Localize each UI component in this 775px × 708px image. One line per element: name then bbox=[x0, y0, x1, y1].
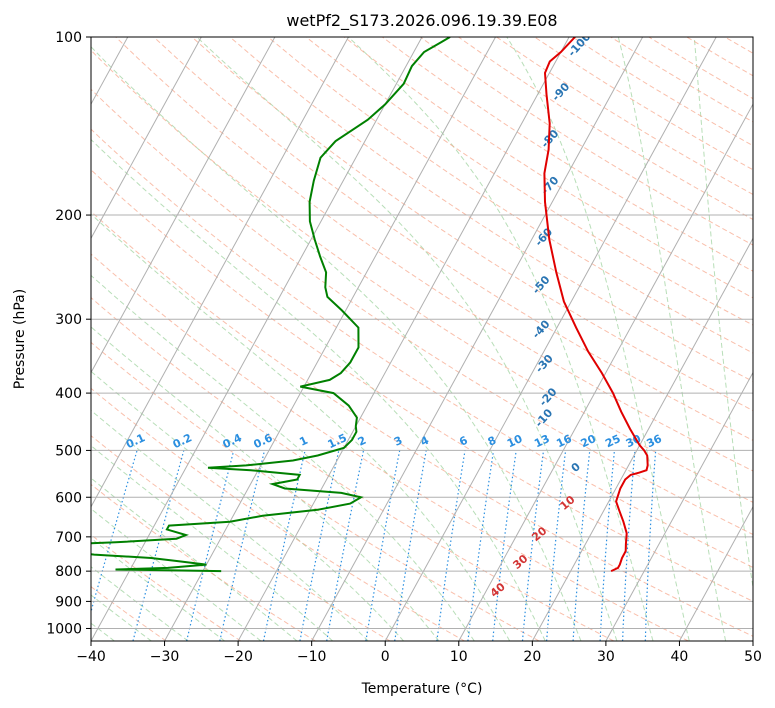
dry-adiabat-line bbox=[91, 387, 465, 641]
y-axis-label: Pressure (hPa) bbox=[12, 289, 28, 389]
isotherm-line bbox=[164, 37, 496, 641]
isotherm-line bbox=[458, 103, 753, 641]
y-tick-label: 600 bbox=[55, 490, 82, 506]
isotherm-line bbox=[237, 37, 570, 641]
dry-adiabat-line bbox=[267, 37, 753, 354]
dry-adiabat-line bbox=[91, 296, 614, 641]
mixing-ratio-label: 20 bbox=[579, 432, 599, 450]
mixing-ratio-line bbox=[186, 450, 235, 641]
isotherm-line bbox=[384, 37, 717, 641]
moist-adiabat-line bbox=[91, 138, 546, 641]
moist-adiabat-line bbox=[617, 37, 727, 641]
dewpoint-profile bbox=[91, 37, 451, 573]
moist-adiabat-line bbox=[91, 444, 334, 641]
mixing-ratio-line bbox=[436, 450, 466, 641]
x-tick-label: −10 bbox=[297, 649, 327, 665]
y-tick-label: 800 bbox=[55, 564, 82, 580]
y-tick-label: 900 bbox=[55, 594, 82, 610]
isotherm-line bbox=[91, 37, 349, 508]
mixing-ratio-line bbox=[394, 450, 427, 641]
mixing-ratio-label: 16 bbox=[554, 432, 574, 450]
x-tick-label: −40 bbox=[76, 649, 106, 665]
mixing-ratio-line bbox=[91, 450, 138, 614]
isotherms bbox=[91, 37, 753, 641]
moist-adiabat-line bbox=[91, 370, 404, 641]
y-tick-label: 100 bbox=[55, 30, 82, 46]
mixing-ratio-label: 10 bbox=[505, 432, 525, 450]
moist-adiabat-line bbox=[91, 46, 582, 641]
dry-adiabat-line bbox=[91, 169, 753, 602]
moist-adiabat-line bbox=[506, 37, 690, 641]
x-tick-label: −20 bbox=[223, 649, 253, 665]
x-axis-label: Temperature (°C) bbox=[361, 681, 483, 697]
mixing-ratio-line bbox=[467, 450, 495, 641]
moist-adiabat-line bbox=[91, 508, 262, 641]
mixing-ratio-label: 25 bbox=[603, 432, 622, 450]
plot-frame bbox=[90, 36, 754, 642]
isobars bbox=[91, 37, 753, 629]
x-tick-label: 50 bbox=[744, 649, 762, 665]
isotherm-line bbox=[311, 37, 644, 641]
x-axis: −40 −30 −20 −10 0 10 20 30 40 50 bbox=[76, 641, 762, 665]
x-tick-label: 30 bbox=[597, 649, 615, 665]
dry-adiabat-line bbox=[91, 253, 689, 641]
moist-adiabat-line bbox=[91, 477, 298, 641]
isotherm-line bbox=[91, 37, 202, 240]
y-tick-label: 1000 bbox=[46, 621, 82, 637]
y-tick-label: 400 bbox=[55, 386, 82, 402]
dry-adiabat-line bbox=[91, 88, 753, 536]
moist-adiabats bbox=[91, 37, 753, 641]
temperature-profile bbox=[543, 37, 649, 573]
x-tick-label: 10 bbox=[450, 649, 468, 665]
dry-adiabat-line bbox=[305, 37, 753, 326]
y-tick-label: 200 bbox=[55, 208, 82, 224]
mixing-ratio-label: 13 bbox=[532, 432, 551, 450]
mixing-ratio-label: 30 bbox=[624, 432, 644, 450]
y-tick-label: 500 bbox=[55, 443, 82, 459]
y-tick-label: 700 bbox=[55, 530, 82, 546]
moist-adiabat-line bbox=[91, 274, 475, 641]
x-tick-label: 20 bbox=[523, 649, 541, 665]
y-tick-label: 300 bbox=[55, 312, 82, 328]
isotherm-line bbox=[531, 237, 753, 641]
isotherm-line bbox=[605, 371, 753, 641]
dry-adiabat-line bbox=[229, 37, 753, 382]
dry-adiabat-line bbox=[115, 37, 753, 472]
plot-area: 0.1 0.2 0.4 0.6 1 1.5 2 3 4 6 8 10 13 16 20 25 30 36 -100… bbox=[91, 37, 753, 641]
dry-adiabat-line bbox=[91, 49, 753, 503]
mixing-ratio-line bbox=[546, 450, 567, 641]
mixing-ratio-line bbox=[492, 450, 517, 641]
dry-adiabat-line bbox=[91, 128, 753, 569]
x-tick-label: 40 bbox=[671, 649, 689, 665]
dry-adiabat-line bbox=[91, 435, 391, 641]
moist-adiabat-line bbox=[347, 37, 654, 641]
moist-adiabat-line bbox=[91, 213, 511, 641]
moist-adiabat-line bbox=[196, 37, 618, 641]
x-tick-label: 0 bbox=[381, 649, 390, 665]
mixing-ratio-line bbox=[219, 450, 266, 641]
isotherm-line bbox=[679, 505, 753, 641]
y-axis: 100 200 300 400 500 600 700 800 900 1000 bbox=[46, 30, 91, 637]
sounding-series bbox=[91, 37, 649, 573]
moist-adiabat-line bbox=[91, 326, 440, 641]
moist-adiabat-line bbox=[693, 37, 753, 590]
isotherm-line bbox=[91, 37, 276, 374]
mixing-ratio-label: 36 bbox=[644, 432, 664, 450]
chart-title: wetPf2_S173.2026.096.19.39.E08 bbox=[286, 11, 557, 31]
mixing-ratio-line bbox=[521, 450, 545, 641]
x-tick-label: −30 bbox=[150, 649, 180, 665]
dry-adiabat-line bbox=[91, 534, 242, 641]
dry-adiabat-line bbox=[91, 586, 167, 641]
